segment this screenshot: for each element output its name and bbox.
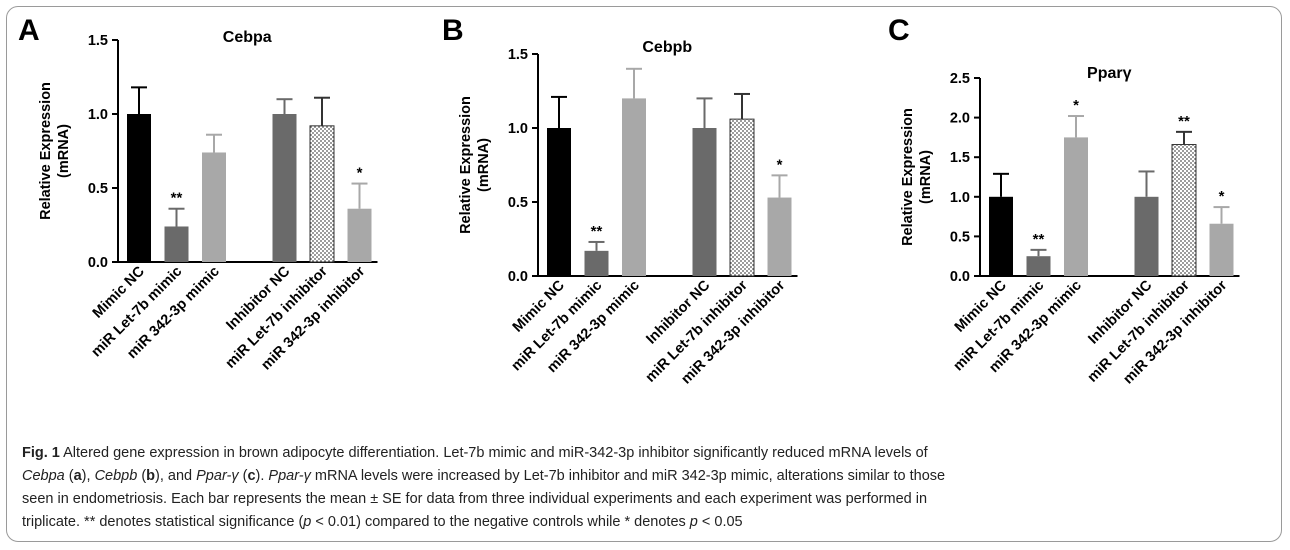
caption-line-1: Fig. 1 Altered gene expression in brown … [22, 442, 1272, 465]
significance-marker: ** [171, 190, 183, 207]
bar [164, 226, 189, 262]
caption-text: and [167, 468, 193, 484]
y-axis-label: Relative Expression [458, 96, 474, 234]
chart-title: Cebpa [223, 29, 272, 46]
significance-marker: * [1219, 188, 1225, 205]
ref-a: a [73, 468, 82, 484]
gene-pparg: Ppar-γ [196, 468, 239, 484]
y-tick-label: 0.5 [950, 229, 970, 245]
y-tick-label: 0.0 [950, 269, 970, 285]
p-symbol: p [689, 514, 698, 530]
bar [622, 98, 646, 277]
caption-text: < 0.05 [697, 514, 743, 530]
gene-cebpb: Cebpb [94, 468, 138, 484]
y-tick-label: 0.0 [508, 269, 528, 285]
significance-marker: ** [1033, 231, 1045, 248]
bar [309, 125, 335, 263]
bar [547, 128, 571, 276]
caption-title: Altered gene expression in brown adipocy… [63, 445, 440, 461]
significance-marker: ** [1178, 113, 1190, 130]
caption-line-2: Cebpa (a), Cebpb (b), and Ppar-γ (c). Pp… [22, 468, 946, 484]
caption-text: mRNA levels were increased by Let-7b inh… [314, 468, 946, 484]
bar [1026, 256, 1051, 276]
y-tick-label: 1.5 [508, 47, 528, 63]
bar [1134, 196, 1159, 276]
category-label: Inhibitor NC [1085, 277, 1155, 347]
figure-label: Fig. 1 [22, 445, 60, 461]
category-label: Inhibitor NC [223, 263, 293, 333]
panel-label: B [442, 14, 464, 47]
bar [1209, 223, 1234, 276]
figure-frame [6, 6, 1282, 542]
chart-title: Pparγ [1087, 65, 1132, 82]
panel-b-chart: B Relative Expression (mRNA) Cebpb 0.0 0.5 1.0… [442, 14, 798, 387]
y-axis-label: Relative Expression [38, 82, 54, 220]
bar [272, 114, 297, 262]
bar [127, 114, 151, 262]
bar [692, 128, 717, 276]
y-tick-label: 0.5 [88, 181, 108, 197]
y-tick-label: 2.5 [950, 71, 970, 87]
y-tick-label: 1.5 [950, 150, 970, 166]
panel-c-chart: C Relative Expression (mRNA) Pparγ 0.0 0.5 1.0… [888, 14, 1240, 387]
y-axis-label-unit: (mRNA) [476, 138, 492, 192]
y-tick-label: 1.5 [88, 33, 108, 49]
significance-marker: * [1073, 97, 1079, 114]
panel-label: A [18, 14, 40, 47]
bar [1064, 137, 1088, 276]
gene-cebpa: Cebpa [22, 468, 65, 484]
caption-text: triplicate. ** denotes statistical signi… [22, 514, 304, 530]
panel-label: C [888, 14, 910, 47]
bar [729, 118, 755, 277]
bar [347, 208, 372, 262]
y-tick-label: 2.0 [950, 111, 970, 127]
bar [767, 197, 792, 276]
caption-text: Let-7b mimic and miR-342-3p inhibitor si… [443, 445, 928, 461]
y-tick-label: 1.0 [950, 190, 970, 206]
significance-marker: * [357, 165, 363, 182]
significance-marker: ** [591, 223, 603, 240]
caption-line-3: seen in endometriosis. Each bar represen… [22, 491, 928, 507]
y-axis-label-unit: (mRNA) [918, 150, 934, 204]
y-axis-label: Relative Expression [900, 108, 916, 246]
panel-a-chart: A Relative Expression (mRNA) Cebpa 0.0 0.5 1.0… [18, 14, 378, 373]
significance-marker: * [777, 156, 783, 173]
bar [584, 250, 609, 276]
y-tick-label: 1.0 [508, 121, 528, 137]
p-symbol: p [303, 514, 312, 530]
category-label: Inhibitor NC [643, 277, 713, 347]
y-tick-label: 1.0 [88, 107, 108, 123]
y-axis-label-unit: (mRNA) [56, 124, 72, 178]
y-tick-label: 0.0 [88, 255, 108, 271]
bar [1171, 144, 1197, 277]
bar [202, 152, 226, 262]
chart-title: Cebpb [642, 39, 692, 56]
caption-text: < 0.01) compared to the negative control… [311, 514, 690, 530]
ref-b: b [146, 468, 156, 484]
bar [989, 196, 1013, 276]
gene-pparg: Ppar-γ [268, 468, 311, 484]
y-tick-label: 0.5 [508, 195, 528, 211]
ref-c: c [247, 468, 256, 484]
figure-caption: Fig. 1 Altered gene expression in brown … [22, 442, 1272, 534]
caption-line-4: triplicate. ** denotes statistical signi… [22, 511, 1272, 534]
